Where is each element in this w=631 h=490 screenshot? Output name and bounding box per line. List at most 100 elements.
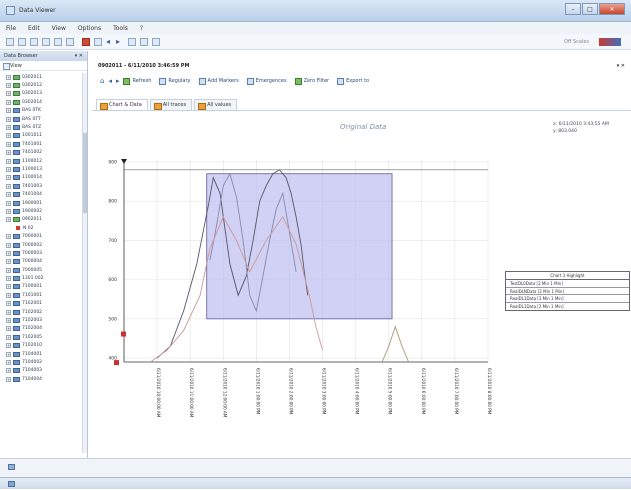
zero-filter-button[interactable]: Zero Filter	[294, 77, 329, 85]
expand-icon[interactable]: +	[6, 351, 11, 357]
axis-marker[interactable]	[121, 331, 126, 337]
tree-item[interactable]: +7102004	[0, 325, 87, 333]
expand-icon[interactable]: +	[6, 234, 11, 240]
nav-back-icon[interactable]: ◂	[108, 77, 112, 85]
expand-icon[interactable]: +	[6, 192, 11, 198]
series-line-3[interactable]	[150, 215, 323, 363]
tree-item[interactable]: +1301 002	[0, 274, 87, 282]
tree-item[interactable]: +7401002	[0, 149, 87, 157]
new-icon[interactable]	[6, 38, 14, 46]
close-button[interactable]: ✕	[599, 3, 625, 15]
expand-icon[interactable]: +	[6, 309, 11, 315]
scrollbar-thumb[interactable]	[83, 133, 87, 213]
tree-item[interactable]: +7000005	[0, 266, 87, 274]
expand-icon[interactable]: +	[6, 158, 11, 164]
tree-item[interactable]: +7401004	[0, 190, 87, 198]
axis-origin-marker[interactable]	[114, 360, 119, 366]
legend-item[interactable]: TestDL0Data [2 Min 1 Min]	[506, 280, 629, 288]
back-icon[interactable]: ◂	[106, 37, 111, 46]
expand-icon[interactable]: +	[6, 217, 11, 223]
tree-item[interactable]: +0302012	[0, 81, 87, 89]
refresh-button[interactable]: Refresh	[123, 77, 151, 85]
tab-all-traces[interactable]: All traces	[149, 99, 193, 110]
expand-icon[interactable]: +	[6, 301, 11, 307]
expand-icon[interactable]: +	[6, 318, 11, 324]
menu-help[interactable]: ?	[139, 24, 144, 32]
menu-options[interactable]: Options	[77, 24, 102, 32]
tree-item[interactable]: +7102003	[0, 316, 87, 324]
tree-item[interactable]: + BAS 0TT	[0, 115, 87, 123]
expand-icon[interactable]: +	[6, 166, 11, 172]
series-line-4[interactable]	[381, 325, 410, 363]
expand-icon[interactable]: +	[6, 376, 11, 382]
tree-item[interactable]: +1100013	[0, 165, 87, 173]
expand-icon[interactable]: +	[6, 108, 11, 114]
expand-icon[interactable]: +	[6, 74, 11, 80]
tree-item[interactable]: +7104004	[0, 375, 87, 383]
regulary-button[interactable]: Regulary	[159, 77, 191, 85]
tree-item[interactable]: +7000002	[0, 241, 87, 249]
tree-item[interactable]: +7104003	[0, 367, 87, 375]
tree-item[interactable]: +7000001	[0, 232, 87, 240]
tree-item[interactable]: N 02	[0, 224, 87, 232]
tree-item[interactable]: +7000004	[0, 258, 87, 266]
tree-item[interactable]: +7101001	[0, 291, 87, 299]
expand-icon[interactable]: +	[6, 326, 11, 332]
expand-icon[interactable]: +	[6, 200, 11, 206]
expand-icon[interactable]: +	[6, 292, 11, 298]
tree-item[interactable]: +7104002	[0, 358, 87, 366]
print-icon[interactable]	[42, 38, 50, 46]
expand-icon[interactable]: +	[6, 125, 11, 131]
tree-item[interactable]: + BAS 0TZ	[0, 123, 87, 131]
expand-icon[interactable]: +	[6, 91, 11, 97]
expand-icon[interactable]: +	[6, 133, 11, 139]
tree-item[interactable]: +1900002	[0, 207, 87, 215]
menu-view[interactable]: View	[51, 24, 66, 32]
output-tab[interactable]	[8, 464, 18, 470]
expand-icon[interactable]: +	[6, 343, 11, 349]
legend-item[interactable]: RealDL1Data [3 Min 1 Min]	[506, 295, 629, 303]
menu-edit[interactable]: Edit	[28, 24, 40, 32]
grid-icon[interactable]	[94, 38, 102, 46]
axis-top-marker[interactable]	[121, 158, 127, 164]
expand-icon[interactable]: +	[6, 259, 11, 265]
add-markers-button[interactable]: Add Markers	[198, 77, 239, 85]
legend-item[interactable]: RealDLNData [2 Min 1 Min]	[506, 288, 629, 295]
expand-icon[interactable]: +	[6, 141, 11, 147]
save-icon[interactable]	[30, 38, 38, 46]
export-button[interactable]: Export to	[337, 77, 369, 85]
tree-item[interactable]: +0302011	[0, 73, 87, 81]
menu-tools[interactable]: Tools	[113, 24, 128, 32]
tile-icon[interactable]	[140, 38, 148, 46]
nav-forward-icon[interactable]: ▸	[115, 77, 120, 85]
tree-item[interactable]: +7102005	[0, 333, 87, 341]
forward-icon[interactable]: ▸	[116, 37, 121, 46]
highlight-region[interactable]	[206, 173, 393, 320]
series-line-1[interactable]	[156, 169, 309, 359]
tree-item[interactable]: +1100012	[0, 157, 87, 165]
tree-item[interactable]: +7102002	[0, 308, 87, 316]
tree-item[interactable]: +1900001	[0, 199, 87, 207]
copy-icon[interactable]	[54, 38, 62, 46]
tree-item[interactable]: +7000003	[0, 249, 87, 257]
open-icon[interactable]	[18, 38, 26, 46]
expand-icon[interactable]: +	[6, 276, 11, 282]
expand-icon[interactable]: +	[6, 359, 11, 365]
expand-icon[interactable]: +	[6, 284, 11, 290]
expand-icon[interactable]: +	[6, 183, 11, 189]
expand-icon[interactable]: +	[6, 368, 11, 374]
legend-item[interactable]: RealDL1Data [2 Min 1 Min]	[510, 303, 564, 309]
help-icon[interactable]	[152, 38, 160, 46]
expand-icon[interactable]: +	[6, 83, 11, 89]
tree-item[interactable]: +7104001	[0, 350, 87, 358]
minimize-button[interactable]: –	[565, 3, 581, 15]
maximize-button[interactable]: □	[582, 3, 598, 15]
expand-icon[interactable]: +	[6, 267, 11, 273]
tab-all-values[interactable]: All values	[194, 99, 238, 110]
panel-pin-icon[interactable]: ▾ ✕	[74, 53, 83, 59]
expand-icon[interactable]: +	[6, 99, 11, 105]
expand-icon[interactable]: +	[6, 116, 11, 122]
expand-icon[interactable]: +	[6, 334, 11, 340]
tree-item[interactable]: +7401001	[0, 140, 87, 148]
